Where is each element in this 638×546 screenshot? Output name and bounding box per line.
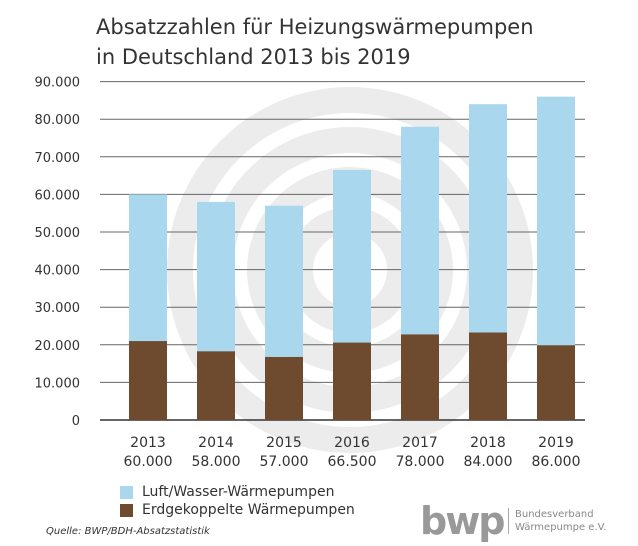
bar-luft-wasser-2014: [197, 201, 235, 352]
org-line-2: Wärmepumpe e.V.: [515, 522, 607, 533]
total-label: 58.000: [192, 454, 241, 470]
x-tick-label: 2013: [130, 435, 166, 451]
title-line-1: Absatzzahlen für Heizungswärmepumpen: [96, 15, 534, 39]
y-tick-label: 20.000: [35, 339, 81, 354]
bar-luft-wasser-2015: [265, 205, 303, 357]
total-label: 84.000: [464, 454, 513, 470]
bar-erdgekoppelt-2017: [401, 334, 439, 420]
total-label: 66.500: [328, 454, 377, 470]
y-tick-label: 10.000: [35, 376, 81, 391]
org-line-1: Bundesverband: [515, 509, 594, 520]
bar-erdgekoppelt-2019: [537, 345, 575, 420]
title-line-2: in Deutschland 2013 bis 2019: [96, 45, 411, 69]
bar-erdgekoppelt-2014: [197, 351, 235, 420]
y-tick-label: 30.000: [35, 301, 81, 316]
x-tick-label: 2015: [266, 435, 302, 451]
legend-label: Erdgekoppelte Wärmepumpen: [142, 502, 355, 518]
total-label: 86.000: [532, 454, 581, 470]
x-tick-label: 2019: [538, 435, 574, 451]
legend-swatch: [120, 485, 133, 499]
bar-luft-wasser-2019: [537, 96, 575, 346]
y-tick-label: 70.000: [35, 151, 81, 166]
org-name: Bundesverband Wärmepumpe e.V.: [508, 508, 606, 534]
source-note: Quelle: BWP/BDH-Absatzstatistik: [46, 526, 210, 537]
x-tick-label: 2016: [334, 435, 370, 451]
x-tick-label: 2018: [470, 435, 506, 451]
bar-luft-wasser-2017: [401, 126, 439, 335]
bar-erdgekoppelt-2013: [129, 341, 167, 420]
legend-item-luft: Luft/Wasser-Wärmepumpen: [120, 484, 334, 500]
bar-erdgekoppelt-2015: [265, 356, 303, 420]
total-label: 60.000: [124, 454, 173, 470]
bar-luft-wasser-2013: [129, 194, 167, 342]
bar-erdgekoppelt-2016: [333, 342, 371, 420]
legend-swatch: [120, 503, 133, 517]
x-tick-label: 2014: [198, 435, 234, 451]
bar-erdgekoppelt-2018: [469, 332, 507, 420]
y-tick-label: 90.000: [35, 76, 81, 91]
y-tick-label: 40.000: [35, 264, 81, 279]
total-label: 57.000: [260, 454, 309, 470]
bar-luft-wasser-2018: [469, 104, 507, 333]
legend-item-erd: Erdgekoppelte Wärmepumpen: [120, 502, 355, 518]
chart-title: Absatzzahlen für Heizungswärmepumpen in D…: [96, 12, 534, 72]
x-tick-label: 2017: [402, 435, 438, 451]
y-tick-label: 80.000: [35, 113, 81, 128]
y-tick-label: 0: [72, 414, 80, 429]
y-tick-label: 50.000: [35, 226, 81, 241]
total-label: 78.000: [396, 454, 445, 470]
y-tick-label: 60.000: [35, 188, 81, 203]
legend-label: Luft/Wasser-Wärmepumpen: [142, 484, 335, 500]
bwp-logo: bwp: [420, 499, 506, 543]
bar-luft-wasser-2016: [333, 169, 371, 343]
